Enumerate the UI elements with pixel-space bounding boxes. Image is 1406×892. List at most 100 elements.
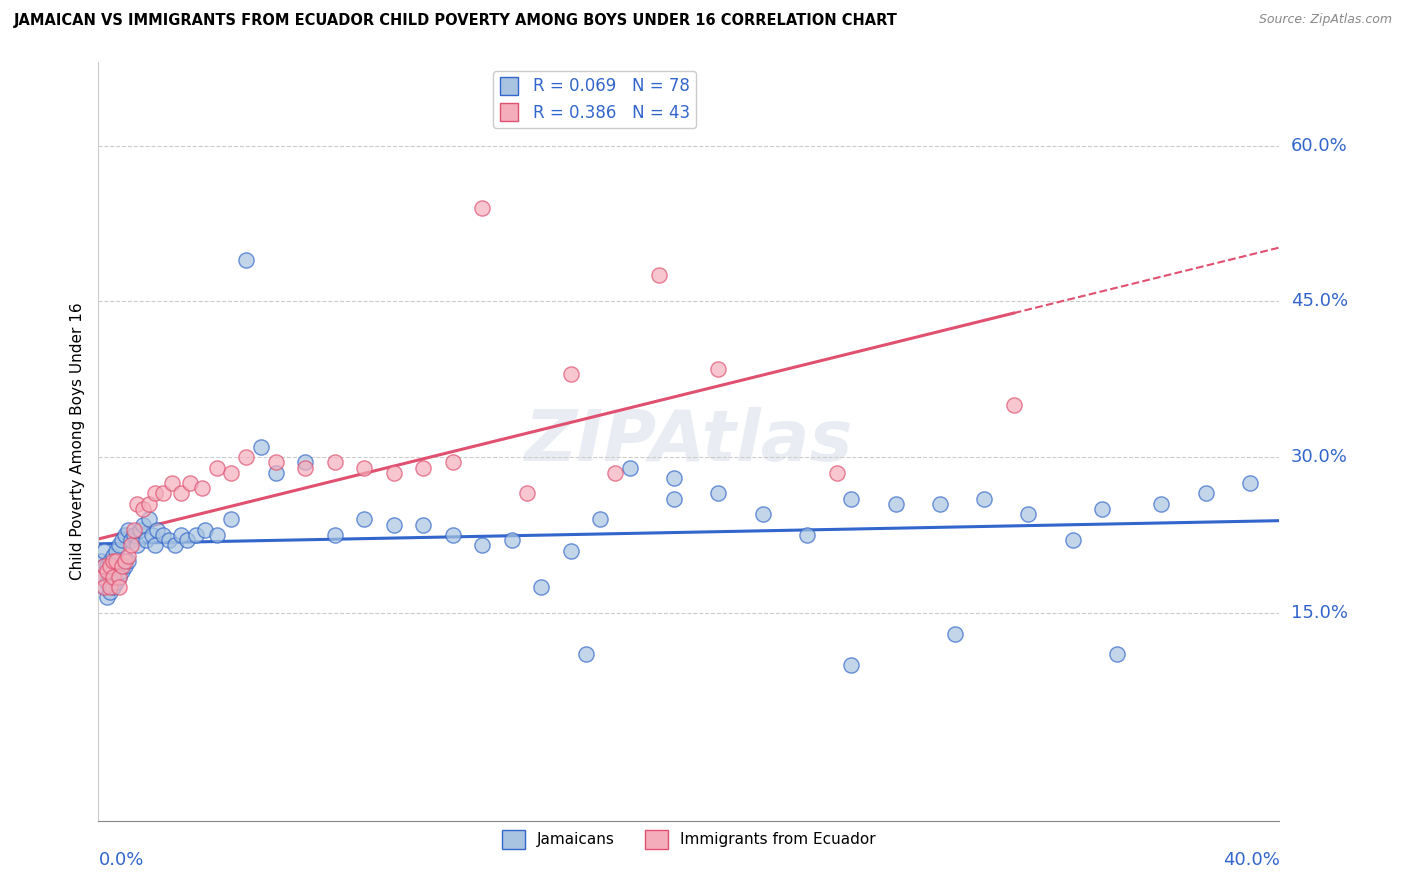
Point: [103, 569, 125, 583]
Point: [162, 476, 183, 491]
Point: [98, 559, 121, 574]
Point: [93, 543, 115, 558]
Point: [93, 559, 115, 574]
Point: [143, 486, 166, 500]
Text: 40.0%: 40.0%: [1223, 851, 1279, 869]
Point: [98, 585, 121, 599]
Point: [103, 565, 125, 579]
Point: [105, 554, 128, 568]
Point: [235, 252, 257, 267]
Point: [128, 523, 150, 537]
Point: [294, 460, 316, 475]
Point: [250, 440, 273, 454]
Y-axis label: Child Poverty Among Boys Under 16: Child Poverty Among Boys Under 16: [69, 302, 84, 581]
Point: [108, 569, 131, 583]
Point: [111, 533, 134, 548]
Point: [1195, 486, 1218, 500]
Point: [929, 497, 952, 511]
Point: [575, 648, 598, 662]
Point: [605, 466, 627, 480]
Point: [1107, 648, 1129, 662]
Point: [105, 559, 128, 574]
Text: 0.0%: 0.0%: [98, 851, 143, 869]
Point: [752, 508, 775, 522]
Text: 30.0%: 30.0%: [1291, 448, 1347, 467]
Point: [235, 450, 257, 464]
Point: [825, 466, 848, 480]
Point: [114, 559, 136, 574]
Point: [105, 543, 128, 558]
Point: [221, 512, 243, 526]
Point: [146, 523, 169, 537]
Point: [1018, 508, 1040, 522]
Point: [589, 512, 612, 526]
Point: [264, 466, 287, 480]
Point: [170, 528, 193, 542]
Point: [165, 538, 187, 552]
Point: [96, 565, 118, 579]
Point: [93, 580, 115, 594]
Point: [516, 486, 538, 500]
Point: [1239, 476, 1261, 491]
Point: [205, 460, 228, 475]
Point: [841, 491, 863, 506]
Point: [1150, 497, 1173, 511]
Point: [141, 528, 163, 542]
Point: [117, 554, 139, 568]
Point: [841, 657, 863, 672]
Point: [132, 517, 155, 532]
Point: [157, 533, 180, 548]
Point: [412, 517, 434, 532]
Point: [138, 497, 160, 511]
Point: [117, 523, 139, 537]
Point: [170, 486, 193, 500]
Point: [98, 569, 121, 583]
Point: [471, 538, 494, 552]
Point: [323, 455, 346, 469]
Point: [973, 491, 995, 506]
Text: Source: ZipAtlas.com: Source: ZipAtlas.com: [1258, 13, 1392, 27]
Point: [152, 486, 174, 500]
Point: [152, 528, 174, 542]
Point: [122, 523, 145, 537]
Point: [122, 528, 145, 542]
Point: [294, 455, 316, 469]
Point: [530, 580, 553, 594]
Point: [103, 549, 125, 563]
Point: [120, 533, 142, 548]
Point: [108, 569, 131, 583]
Point: [120, 538, 142, 552]
Point: [143, 538, 166, 552]
Point: [103, 580, 125, 594]
Point: [108, 580, 131, 594]
Point: [98, 580, 121, 594]
Point: [664, 491, 686, 506]
Point: [664, 471, 686, 485]
Text: JAMAICAN VS IMMIGRANTS FROM ECUADOR CHILD POVERTY AMONG BOYS UNDER 16 CORRELATIO: JAMAICAN VS IMMIGRANTS FROM ECUADOR CHIL…: [14, 13, 898, 29]
Point: [111, 565, 134, 579]
Point: [125, 497, 148, 511]
Point: [205, 528, 228, 542]
Point: [501, 533, 523, 548]
Point: [114, 528, 136, 542]
Legend: Jamaicans, Immigrants from Ecuador: Jamaicans, Immigrants from Ecuador: [496, 824, 882, 855]
Point: [114, 554, 136, 568]
Point: [96, 574, 118, 589]
Point: [441, 455, 464, 469]
Point: [179, 476, 201, 491]
Point: [707, 486, 730, 500]
Point: [125, 538, 148, 552]
Point: [108, 538, 131, 552]
Point: [194, 523, 217, 537]
Point: [96, 591, 118, 605]
Point: [796, 528, 818, 542]
Point: [648, 268, 671, 283]
Point: [707, 361, 730, 376]
Text: 15.0%: 15.0%: [1291, 604, 1347, 622]
Point: [560, 543, 582, 558]
Point: [184, 528, 207, 542]
Point: [90, 569, 112, 583]
Point: [1091, 502, 1114, 516]
Point: [1062, 533, 1084, 548]
Point: [111, 559, 134, 574]
